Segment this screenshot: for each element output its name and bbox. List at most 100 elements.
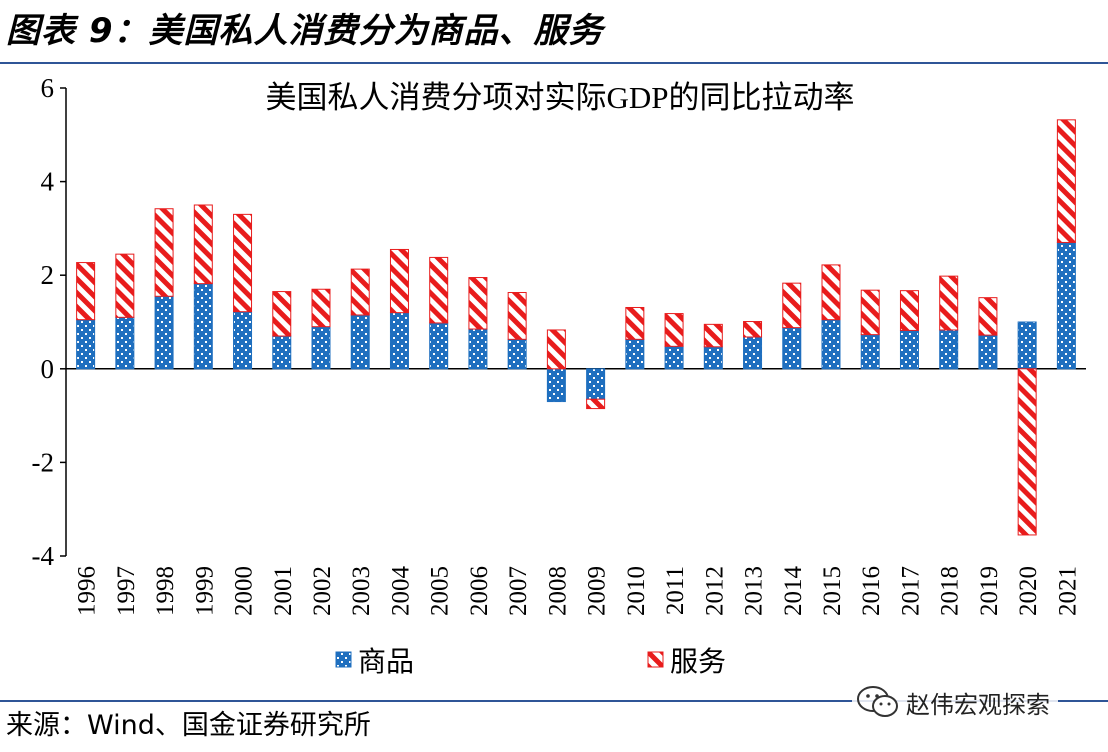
services-bar xyxy=(1017,368,1037,536)
services-bar xyxy=(468,277,488,330)
x-tick-label: 2019 xyxy=(976,566,1003,616)
goods-bar xyxy=(978,334,998,370)
x-tick-label: 2012 xyxy=(701,566,728,616)
y-tick-label: 6 xyxy=(41,73,55,103)
services-bar xyxy=(978,297,998,336)
y-tick-label: 2 xyxy=(41,260,55,290)
x-tick-label: 2013 xyxy=(741,566,768,616)
services-bar xyxy=(350,268,370,316)
services-bar xyxy=(233,213,253,313)
services-bar xyxy=(703,323,723,348)
services-bar xyxy=(429,256,449,324)
x-tick-label: 2015 xyxy=(819,566,846,616)
x-tick-label: 2010 xyxy=(623,566,650,616)
goods-bar xyxy=(311,326,331,370)
services-bar xyxy=(193,204,213,285)
x-tick-label: 2001 xyxy=(270,566,297,616)
x-tick-label: 2018 xyxy=(937,566,964,616)
services-bar xyxy=(821,264,841,321)
services-bar xyxy=(743,321,763,338)
goods-bar xyxy=(468,328,488,370)
goods-bar xyxy=(821,319,841,370)
x-tick-label: 2007 xyxy=(505,566,532,616)
top-rule xyxy=(0,62,1108,64)
x-tick-label: 2009 xyxy=(584,566,611,616)
services-bar xyxy=(1056,119,1076,243)
services-bar xyxy=(389,248,409,314)
goods-bar xyxy=(507,338,527,370)
chart-title: 美国私人消费分项对实际GDP的同比拉动率 xyxy=(265,80,854,115)
services-bar xyxy=(939,275,959,331)
y-tick-label: -2 xyxy=(32,447,55,477)
goods-bar xyxy=(860,334,880,370)
figure-title: 图表 9：美国私人消费分为商品、服务 xyxy=(6,11,604,51)
x-tick-label: 1996 xyxy=(74,566,101,616)
y-tick-label: -4 xyxy=(32,541,55,571)
goods-bar xyxy=(193,283,213,370)
source-note: 来源：Wind、国金证券研究所 xyxy=(6,710,371,741)
watermark: 赵伟宏观探索 xyxy=(852,682,1058,722)
x-tick-labels: 1996 1997 1998 1999 2000 2001 2002 2003 2004 2005… xyxy=(74,566,1082,617)
goods-bar xyxy=(899,329,919,370)
goods-bar xyxy=(154,295,174,370)
services-bar xyxy=(586,398,606,410)
services-bar xyxy=(625,306,645,340)
services-bar xyxy=(115,253,135,318)
watermark-text: 赵伟宏观探索 xyxy=(906,690,1050,719)
axes: -4 -2 0 2 4 6 xyxy=(32,73,1086,571)
goods-bar xyxy=(546,368,566,403)
x-tick-label: 2002 xyxy=(309,566,336,616)
x-tick-label: 2008 xyxy=(544,566,571,616)
legend-services-swatch xyxy=(647,651,664,668)
goods-bar xyxy=(272,335,292,370)
goods-bar xyxy=(233,311,253,370)
bottom-rule xyxy=(0,700,1108,702)
goods-bar xyxy=(1017,321,1037,370)
services-bar xyxy=(860,289,880,336)
services-bar xyxy=(154,208,174,297)
services-bar xyxy=(76,262,96,321)
legend: 商品 服务 xyxy=(335,646,726,678)
x-tick-label: 1997 xyxy=(113,566,140,616)
services-bar xyxy=(507,292,527,340)
goods-bar xyxy=(115,316,135,370)
goods-bar xyxy=(429,322,449,370)
services-bar xyxy=(546,329,566,370)
legend-goods-swatch xyxy=(335,651,352,668)
services-bar xyxy=(272,291,292,337)
x-tick-label: 2006 xyxy=(466,566,493,616)
x-tick-label: 2020 xyxy=(1015,566,1042,616)
goods-bar xyxy=(782,327,802,370)
goods-bar xyxy=(586,368,606,400)
x-tick-label: 2000 xyxy=(231,566,258,616)
goods-bar xyxy=(625,338,645,370)
goods-bar xyxy=(743,336,763,370)
x-tick-label: 2017 xyxy=(897,566,924,616)
goods-bar xyxy=(1056,241,1076,370)
wechat-icon xyxy=(857,686,898,717)
goods-bar xyxy=(350,314,370,370)
services-bar xyxy=(899,290,919,331)
x-tick-label: 2011 xyxy=(662,566,689,615)
goods-bar xyxy=(703,346,723,370)
legend-services-label: 服务 xyxy=(670,646,726,678)
goods-bar xyxy=(76,319,96,370)
services-bar xyxy=(664,313,684,347)
x-tick-label: 2004 xyxy=(387,566,414,617)
x-tick-label: 2005 xyxy=(427,566,454,616)
goods-bar xyxy=(664,345,684,370)
x-tick-label: 2014 xyxy=(780,566,807,617)
x-tick-label: 1999 xyxy=(191,566,218,616)
goods-bar xyxy=(939,329,959,370)
bars xyxy=(76,119,1076,536)
legend-goods-label: 商品 xyxy=(358,646,414,678)
x-tick-label: 2003 xyxy=(348,566,375,616)
x-tick-label: 2016 xyxy=(858,566,885,616)
goods-bar xyxy=(389,312,409,370)
services-bar xyxy=(782,282,802,329)
x-tick-label: 1998 xyxy=(152,566,179,616)
y-tick-label: 0 xyxy=(41,354,55,384)
services-bar xyxy=(311,288,331,328)
x-tick-label: 2021 xyxy=(1054,566,1081,616)
